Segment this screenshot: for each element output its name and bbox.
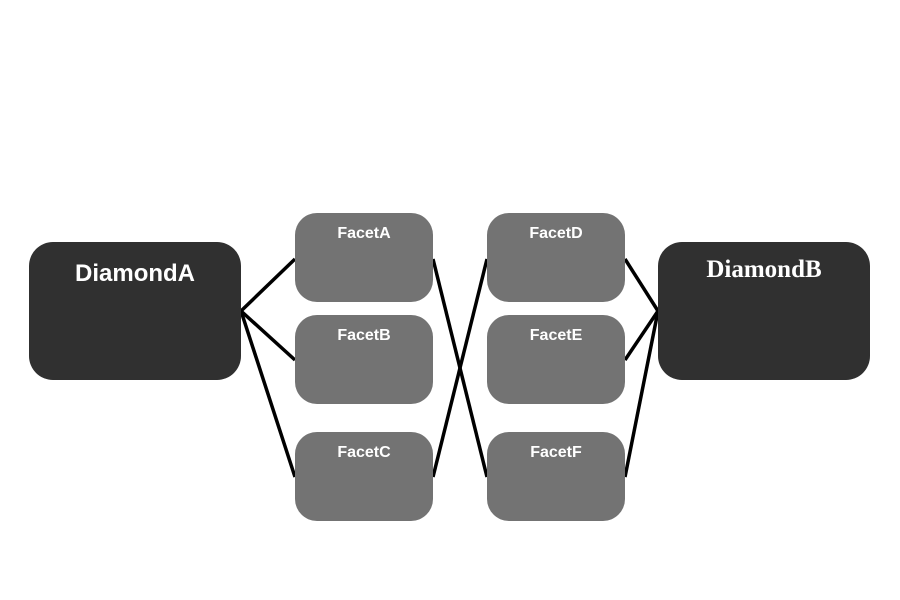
diamond-a-label: DiamondA [75, 260, 195, 287]
facet-d-label: FacetD [529, 225, 583, 242]
diamond-a-node: DiamondA [29, 242, 241, 380]
facet-d-node: FacetD [487, 213, 625, 302]
diamond-b-node: DiamondB [658, 242, 870, 380]
facet-b-node: FacetB [295, 315, 433, 404]
facet-b-label: FacetB [337, 327, 391, 344]
edge-facetc-facetd [431, 258, 489, 478]
edge-facetd-diamondb [623, 258, 660, 312]
diamond-b-label: DiamondB [706, 256, 822, 283]
facet-f-label: FacetF [530, 444, 582, 461]
facet-c-node: FacetC [295, 432, 433, 521]
facet-e-label: FacetE [529, 327, 583, 344]
edge-diamonda-facetb [239, 309, 297, 362]
facet-e-node: FacetE [487, 315, 625, 404]
facet-a-label: FacetA [337, 225, 391, 242]
edge-facetf-diamondb [623, 310, 660, 478]
facet-f-node: FacetF [487, 432, 625, 521]
edge-diamonda-faceta [239, 257, 297, 313]
edge-facete-diamondb [623, 310, 660, 361]
facet-c-label: FacetC [337, 444, 391, 461]
facet-a-node: FacetA [295, 213, 433, 302]
edge-diamonda-facetc [239, 310, 297, 478]
